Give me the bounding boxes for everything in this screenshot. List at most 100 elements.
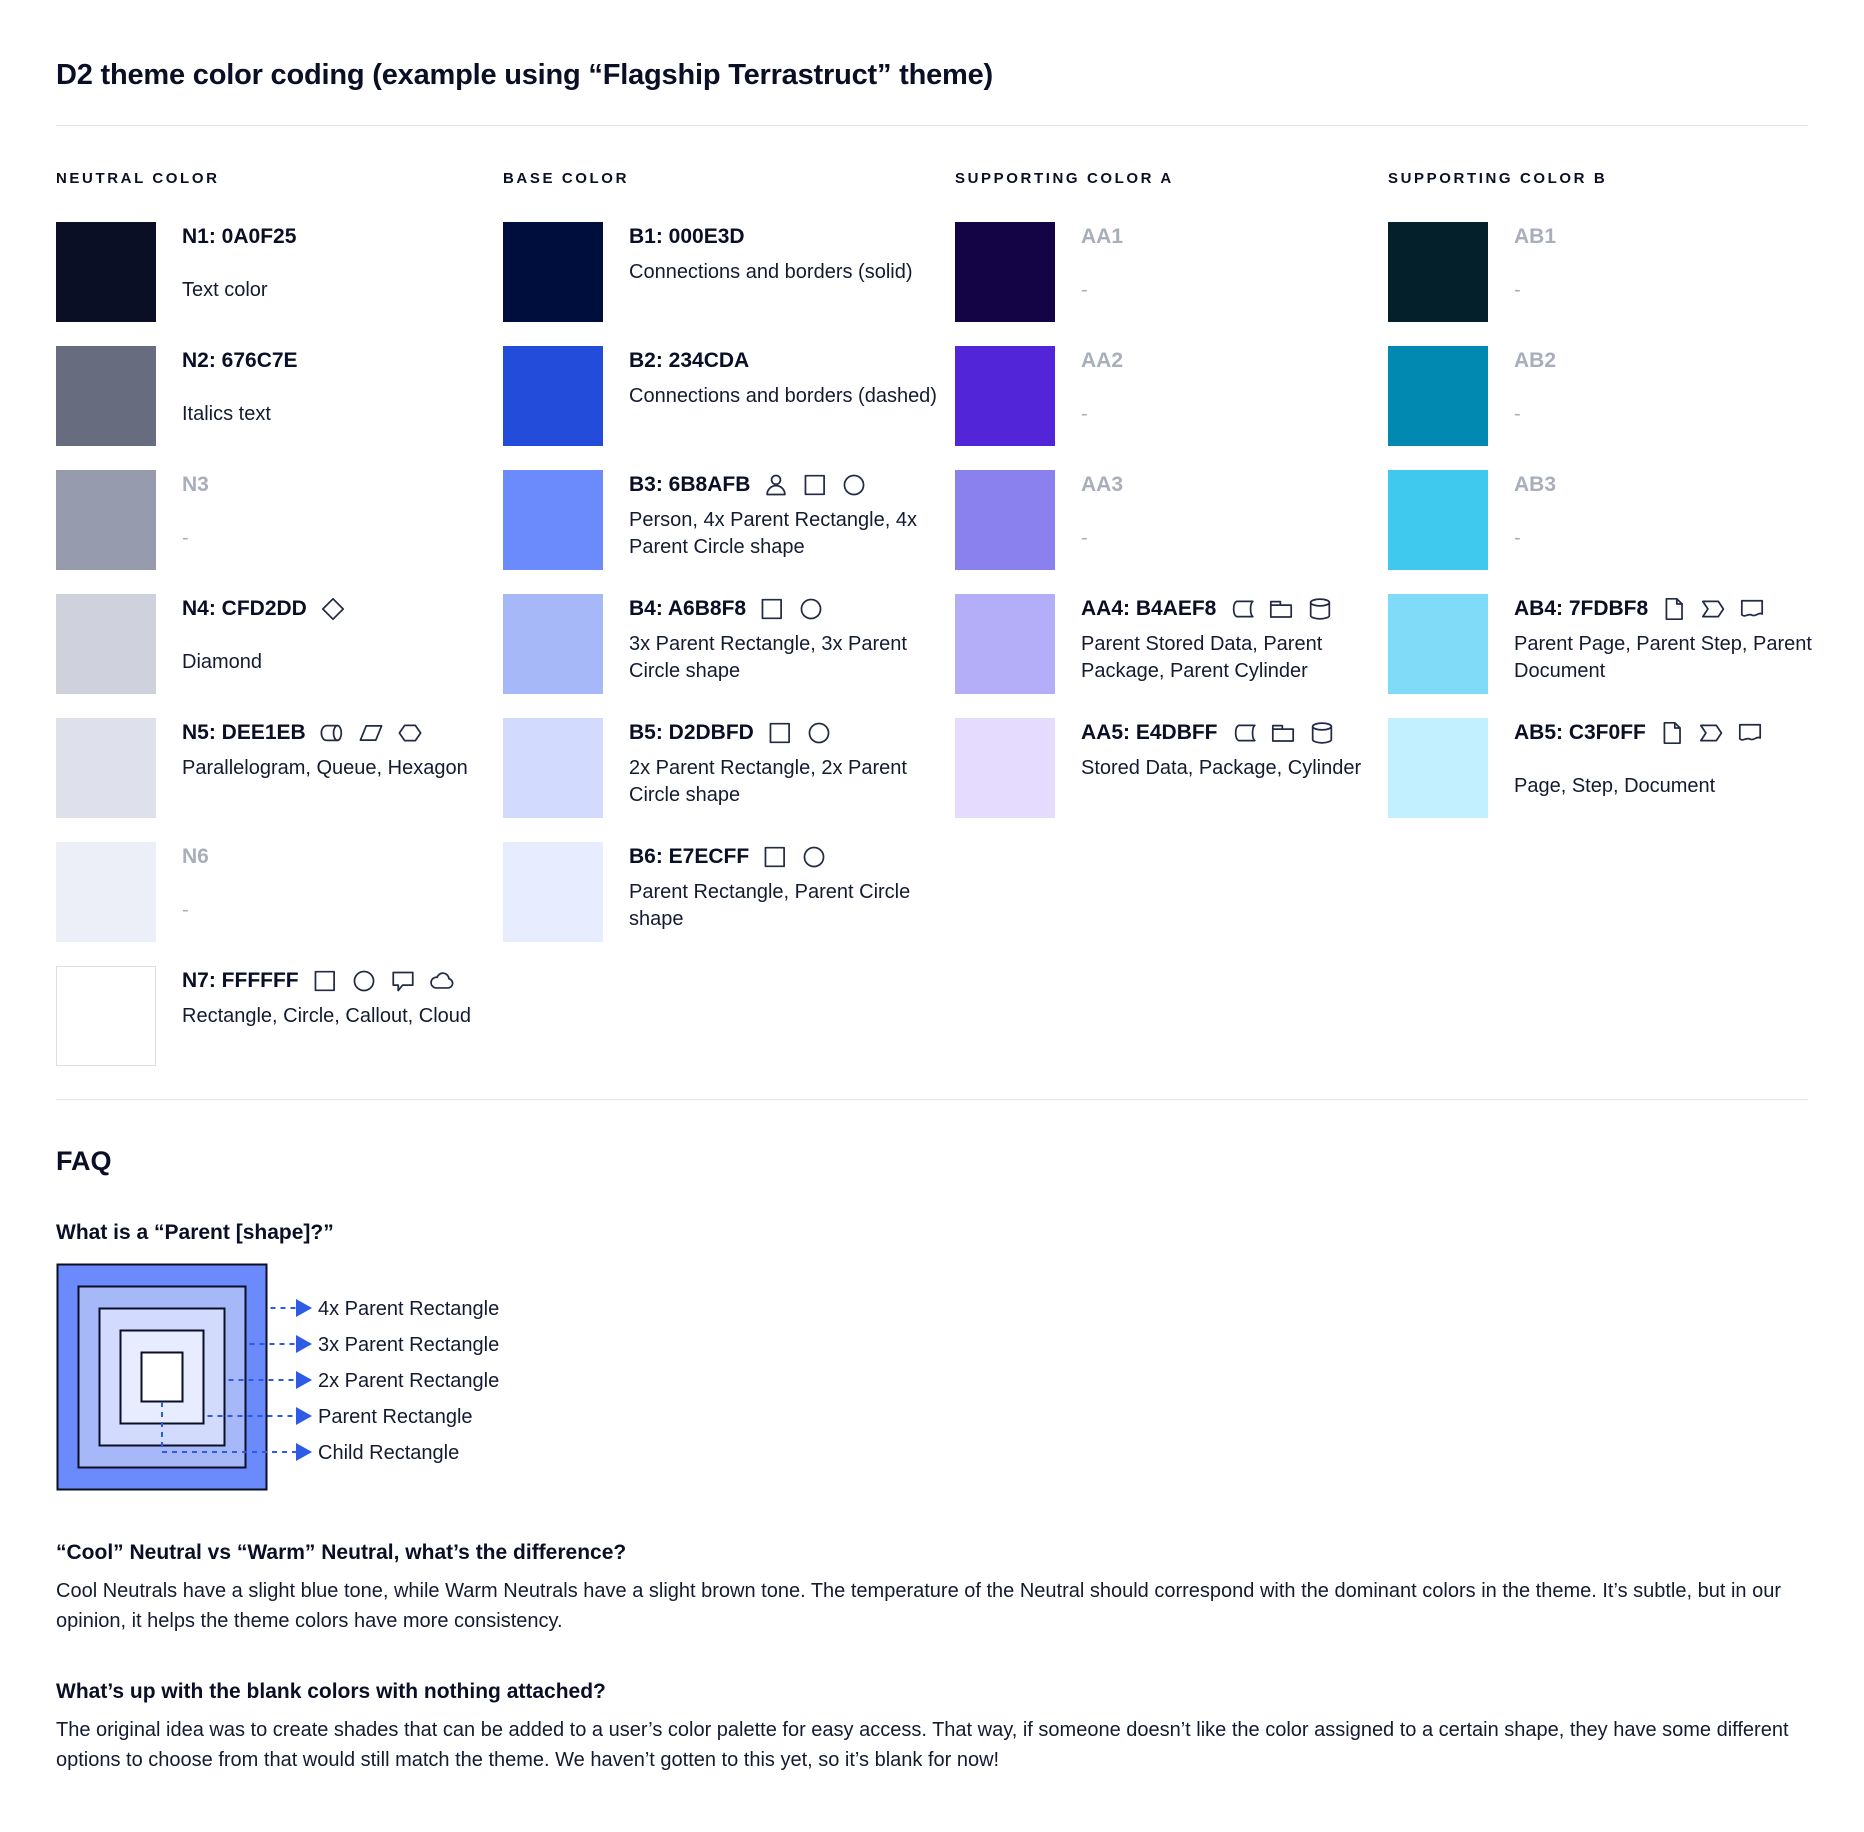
diagram-label: 4x Parent Rectangle (318, 1298, 499, 1320)
person-icon (763, 472, 789, 498)
swatch-label-line: B4: A6B8F8 (629, 596, 943, 622)
palette-column-header: SUPPORTING COLOR B (1388, 170, 1608, 187)
page-icon (1661, 596, 1687, 622)
circle-icon (801, 844, 827, 870)
swatch-description: Parent Rectangle, Parent Circle shape (629, 881, 911, 930)
swatch-description: Parallelogram, Queue, Hexagon (182, 757, 468, 779)
swatch-label-line: B6: E7ECFF (629, 844, 943, 870)
swatch-label-line: N6 (182, 844, 496, 870)
swatch-description: Page, Step, Document (1514, 775, 1716, 797)
palette-column-header: SUPPORTING COLOR A (955, 170, 1174, 187)
swatch-label-line: AA1 (1081, 224, 1388, 250)
color-swatch-row: B5: D2DBFD 2x Parent Rectangle, 2x Parent… (503, 718, 955, 818)
swatch-label: AA3 (1081, 473, 1124, 496)
divider-middle (56, 1099, 1808, 1100)
document-icon (1737, 720, 1763, 746)
color-swatch-row: N5: DEE1EB Parallelogram, Queue, Hexagon (56, 718, 503, 818)
swatch-label: N4: CFD2DD (182, 597, 307, 620)
parent-shape-diagram: 4x Parent Rectangle 3x Parent Rectangle 2x… (56, 1263, 1808, 1505)
swatch-label: N7: FFFFFF (182, 969, 299, 992)
swatch-label-line: AB2 (1514, 348, 1828, 374)
step-icon (1700, 596, 1726, 622)
faq-title: FAQ (56, 1146, 112, 1176)
color-swatch-row: N6 - (56, 842, 503, 942)
rectangle-icon (762, 844, 788, 870)
swatch-label: AB3 (1514, 473, 1557, 496)
swatch-description: Connections and borders (dashed) (629, 385, 937, 407)
swatch-label-line: N1: 0A0F25 (182, 224, 496, 250)
swatch-label-line: AA2 (1081, 348, 1388, 374)
cylinder-icon (1309, 720, 1335, 746)
swatch-description: - (1514, 279, 1521, 301)
color-swatch-row: AA2 - (955, 346, 1388, 446)
swatch-label: AB5: C3F0FF (1514, 721, 1646, 744)
color-swatch (503, 346, 603, 446)
swatch-text: AA5: E4DBFF Stored Data, Package, Cylinde… (1081, 718, 1388, 818)
color-swatch-row: AA4: B4AEF8 Parent Stored Data, Parent Pa… (955, 594, 1388, 694)
diagram-dashed-arrow (161, 1402, 312, 1461)
color-swatch (503, 718, 603, 818)
diagram-label: Child Rectangle (318, 1442, 459, 1464)
swatch-description: 2x Parent Rectangle, 2x Parent Circle sh… (629, 757, 907, 806)
swatch-label: N1: 0A0F25 (182, 225, 297, 248)
diagram-label: 3x Parent Rectangle (318, 1334, 499, 1356)
swatch-description: Connections and borders (solid) (629, 261, 913, 283)
rectangle-icon (759, 596, 785, 622)
swatch-text: B3: 6B8AFB Person, 4x Parent Rectangle, 4… (629, 470, 943, 570)
document-icon (1739, 596, 1765, 622)
color-swatch (1388, 470, 1488, 570)
swatch-label: AA1 (1081, 225, 1124, 248)
swatch-text: N4: CFD2DD Diamond (182, 594, 496, 694)
faq-question-blank-colors: What’s up with the blank colors with not… (56, 1680, 606, 1703)
color-swatch (56, 346, 156, 446)
color-swatch-row: B4: A6B8F8 3x Parent Rectangle, 3x Parent… (503, 594, 955, 694)
cylinder-icon (1307, 596, 1333, 622)
swatch-label: AA5: E4DBFF (1081, 721, 1218, 744)
swatch-text: B5: D2DBFD 2x Parent Rectangle, 2x Parent… (629, 718, 943, 818)
swatch-description: Stored Data, Package, Cylinder (1081, 757, 1362, 779)
callout-icon (390, 968, 416, 994)
color-swatch (1388, 718, 1488, 818)
swatch-text: AB2 - (1514, 346, 1828, 446)
swatch-label: N5: DEE1EB (182, 721, 306, 744)
circle-icon (351, 968, 377, 994)
faq-question-parent-shape: What is a “Parent [shape]?” (56, 1221, 334, 1244)
swatch-description: - (1081, 403, 1088, 425)
color-swatch (955, 718, 1055, 818)
queue-icon (319, 720, 345, 746)
swatch-text: AA2 - (1081, 346, 1388, 446)
swatch-description: - (1514, 527, 1521, 549)
swatch-text: AB4: 7FDBF8 Parent Page, Parent Step, Par… (1514, 594, 1828, 694)
swatch-text: N7: FFFFFF Rectangle, Circle, Callout, Cl… (182, 966, 496, 1066)
swatch-label: AB4: 7FDBF8 (1514, 597, 1649, 620)
color-swatch (56, 842, 156, 942)
diamond-icon (320, 596, 346, 622)
swatch-description: - (1081, 279, 1088, 301)
package-icon (1268, 596, 1294, 622)
swatch-description: Parent Stored Data, Parent Package, Pare… (1081, 633, 1323, 682)
color-swatch (955, 470, 1055, 570)
color-swatch (955, 222, 1055, 322)
swatch-label-line: N4: CFD2DD (182, 596, 496, 622)
nested-rectangles-figure: 4x Parent Rectangle 3x Parent Rectangle 2x… (56, 1263, 499, 1491)
swatch-text: B2: 234CDA Connections and borders (dashe… (629, 346, 943, 446)
swatch-description: Italics text (182, 403, 271, 425)
swatch-label-line: B2: 234CDA (629, 348, 943, 374)
swatch-label-line: N5: DEE1EB (182, 720, 496, 746)
swatch-label-line: AB1 (1514, 224, 1828, 250)
swatch-label: B2: 234CDA (629, 349, 750, 372)
diagram-rect-layer-4 (140, 1351, 184, 1403)
swatch-label-line: B3: 6B8AFB (629, 472, 943, 498)
swatch-label-line: AB5: C3F0FF (1514, 720, 1828, 746)
step-icon (1698, 720, 1724, 746)
swatch-description: - (1081, 527, 1088, 549)
swatch-text: N6 - (182, 842, 496, 942)
package-icon (1270, 720, 1296, 746)
color-swatch-row: AA3 - (955, 470, 1388, 570)
color-swatch (503, 594, 603, 694)
swatch-label: B4: A6B8F8 (629, 597, 747, 620)
palette-column: SUPPORTING COLOR B AB1 - AB2 - AB3 - AB4: 7FDBF… (1388, 170, 1828, 842)
color-swatch-row: AB3 - (1388, 470, 1828, 570)
swatch-label: AA2 (1081, 349, 1124, 372)
